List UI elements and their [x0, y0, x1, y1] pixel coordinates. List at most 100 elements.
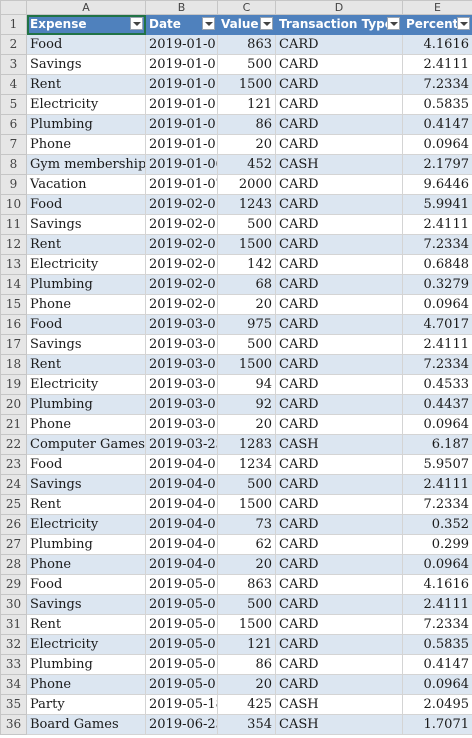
cell-date[interactable]: 2019-03-23 — [145, 434, 218, 455]
cell-transaction-type[interactable]: CARD — [275, 594, 403, 615]
cell-transaction-type[interactable]: CARD — [275, 634, 403, 655]
cell-percent[interactable]: 2.4111 — [402, 334, 472, 355]
cell-value[interactable]: 863 — [217, 574, 276, 595]
cell-percent[interactable]: 7.2334 — [402, 494, 472, 515]
cell-date[interactable]: 2019-05-01 — [145, 654, 218, 675]
cell-value[interactable]: 1500 — [217, 74, 276, 95]
column-header-b[interactable]: B — [145, 0, 218, 15]
cell-date[interactable]: 2019-02-01 — [145, 214, 218, 235]
cell-expense[interactable]: Electricity — [26, 514, 146, 535]
cell-transaction-type[interactable]: CARD — [275, 54, 403, 75]
row-number[interactable]: 3 — [0, 54, 27, 75]
cell-date[interactable]: 2019-05-01 — [145, 634, 218, 655]
cell-date[interactable]: 2019-05-01 — [145, 614, 218, 635]
cell-expense[interactable]: Board Games — [26, 714, 146, 735]
cell-expense[interactable]: Electricity — [26, 94, 146, 115]
cell-date[interactable]: 2019-05-01 — [145, 574, 218, 595]
cell-percent[interactable]: 2.4111 — [402, 474, 472, 495]
cell-transaction-type[interactable]: CARD — [275, 674, 403, 695]
cell-expense[interactable]: Phone — [26, 134, 146, 155]
cell-transaction-type[interactable]: CARD — [275, 654, 403, 675]
cell-percent[interactable]: 2.4111 — [402, 54, 472, 75]
cell-transaction-type[interactable]: CARD — [275, 274, 403, 295]
cell-value[interactable]: 425 — [217, 694, 276, 715]
cell-percent[interactable]: 0.352 — [402, 514, 472, 535]
cell-value[interactable]: 20 — [217, 554, 276, 575]
cell-expense[interactable]: Electricity — [26, 374, 146, 395]
filter-dropdown-icon[interactable] — [202, 17, 215, 30]
cell-transaction-type[interactable]: CARD — [275, 554, 403, 575]
cell-expense[interactable]: Rent — [26, 494, 146, 515]
filter-dropdown-icon[interactable] — [387, 17, 400, 30]
row-number[interactable]: 35 — [0, 694, 27, 715]
cell-value[interactable]: 62 — [217, 534, 276, 555]
header-cell-date[interactable]: Date — [145, 14, 218, 35]
cell-date[interactable]: 2019-03-01 — [145, 354, 218, 375]
cell-transaction-type[interactable]: CARD — [275, 194, 403, 215]
cell-expense[interactable]: Food — [26, 454, 146, 475]
cell-date[interactable]: 2019-03-01 — [145, 374, 218, 395]
cell-expense[interactable]: Savings — [26, 334, 146, 355]
cell-transaction-type[interactable]: CARD — [275, 534, 403, 555]
cell-percent[interactable]: 5.9507 — [402, 454, 472, 475]
cell-date[interactable]: 2019-01-01 — [145, 34, 218, 55]
cell-value[interactable]: 86 — [217, 654, 276, 675]
header-cell-transaction-type[interactable]: Transaction Type — [275, 14, 403, 35]
row-number[interactable]: 36 — [0, 714, 27, 735]
cell-expense[interactable]: Food — [26, 34, 146, 55]
cell-date[interactable]: 2019-04-01 — [145, 534, 218, 555]
cell-transaction-type[interactable]: CARD — [275, 514, 403, 535]
cell-value[interactable]: 500 — [217, 474, 276, 495]
cell-percent[interactable]: 4.1616 — [402, 574, 472, 595]
cell-percent[interactable]: 0.0964 — [402, 134, 472, 155]
cell-expense[interactable]: Phone — [26, 294, 146, 315]
cell-expense[interactable]: Food — [26, 314, 146, 335]
cell-transaction-type[interactable]: CARD — [275, 374, 403, 395]
cell-value[interactable]: 121 — [217, 634, 276, 655]
cell-transaction-type[interactable]: CARD — [275, 174, 403, 195]
cell-expense[interactable]: Food — [26, 574, 146, 595]
cell-percent[interactable]: 7.2334 — [402, 234, 472, 255]
row-number[interactable]: 29 — [0, 574, 27, 595]
cell-date[interactable]: 2019-04-01 — [145, 514, 218, 535]
cell-value[interactable]: 86 — [217, 114, 276, 135]
cell-date[interactable]: 2019-04-01 — [145, 474, 218, 495]
cell-date[interactable]: 2019-03-01 — [145, 314, 218, 335]
row-number[interactable]: 6 — [0, 114, 27, 135]
cell-date[interactable]: 2019-01-01 — [145, 54, 218, 75]
cell-transaction-type[interactable]: CARD — [275, 454, 403, 475]
cell-date[interactable]: 2019-05-01 — [145, 674, 218, 695]
cell-percent[interactable]: 0.0964 — [402, 554, 472, 575]
cell-value[interactable]: 863 — [217, 34, 276, 55]
row-number[interactable]: 19 — [0, 374, 27, 395]
cell-transaction-type[interactable]: CASH — [275, 434, 403, 455]
cell-value[interactable]: 73 — [217, 514, 276, 535]
cell-percent[interactable]: 4.7017 — [402, 314, 472, 335]
row-number[interactable]: 25 — [0, 494, 27, 515]
row-number[interactable]: 14 — [0, 274, 27, 295]
cell-date[interactable]: 2019-01-01 — [145, 114, 218, 135]
cell-value[interactable]: 1283 — [217, 434, 276, 455]
cell-transaction-type[interactable]: CARD — [275, 314, 403, 335]
filter-dropdown-icon[interactable] — [130, 17, 143, 30]
cell-date[interactable]: 2019-04-01 — [145, 554, 218, 575]
cell-value[interactable]: 1243 — [217, 194, 276, 215]
row-number[interactable]: 31 — [0, 614, 27, 635]
row-number[interactable]: 5 — [0, 94, 27, 115]
row-number[interactable]: 22 — [0, 434, 27, 455]
cell-expense[interactable]: Savings — [26, 214, 146, 235]
cell-expense[interactable]: Rent — [26, 74, 146, 95]
cell-expense[interactable]: Phone — [26, 674, 146, 695]
cell-percent[interactable]: 5.9941 — [402, 194, 472, 215]
cell-expense[interactable]: Savings — [26, 594, 146, 615]
cell-transaction-type[interactable]: CARD — [275, 34, 403, 55]
cell-value[interactable]: 500 — [217, 214, 276, 235]
row-number[interactable]: 26 — [0, 514, 27, 535]
cell-percent[interactable]: 0.3279 — [402, 274, 472, 295]
cell-percent[interactable]: 2.4111 — [402, 214, 472, 235]
cell-date[interactable]: 2019-03-01 — [145, 414, 218, 435]
row-number[interactable]: 34 — [0, 674, 27, 695]
cell-date[interactable]: 2019-02-01 — [145, 294, 218, 315]
cell-transaction-type[interactable]: CASH — [275, 714, 403, 735]
cell-percent[interactable]: 2.4111 — [402, 594, 472, 615]
